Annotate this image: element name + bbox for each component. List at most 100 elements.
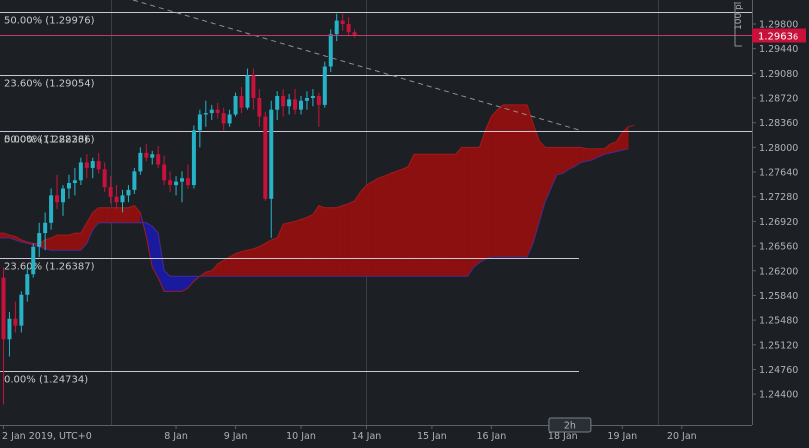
candle[interactable] bbox=[25, 267, 30, 302]
cloud-segment bbox=[122, 207, 129, 224]
price-tick-label: 1.28720 bbox=[759, 94, 798, 105]
candle[interactable] bbox=[191, 125, 196, 189]
cloud-segment bbox=[485, 116, 492, 260]
candle[interactable] bbox=[108, 176, 113, 204]
trend-line[interactable] bbox=[132, 0, 580, 131]
cloud-segment bbox=[68, 232, 76, 251]
candle[interactable] bbox=[55, 174, 60, 210]
candle[interactable] bbox=[269, 100, 274, 238]
candle[interactable] bbox=[340, 13, 345, 31]
candle[interactable] bbox=[245, 68, 250, 110]
candle[interactable] bbox=[90, 157, 95, 179]
candle[interactable] bbox=[203, 100, 208, 127]
cloud-segment bbox=[372, 177, 379, 277]
candle[interactable] bbox=[72, 167, 77, 196]
candle[interactable] bbox=[162, 155, 167, 186]
candle-body bbox=[269, 109, 274, 199]
candle[interactable] bbox=[352, 29, 357, 38]
candle[interactable] bbox=[185, 164, 190, 189]
candle[interactable] bbox=[43, 212, 48, 251]
candle[interactable] bbox=[174, 176, 179, 196]
candle[interactable] bbox=[13, 301, 18, 333]
candle[interactable] bbox=[257, 89, 262, 127]
candle[interactable] bbox=[334, 13, 339, 42]
candle-body bbox=[120, 195, 125, 203]
candle-body bbox=[150, 154, 155, 158]
candle[interactable] bbox=[138, 147, 143, 175]
candle[interactable] bbox=[1, 267, 6, 405]
price-tick-label: 1.27640 bbox=[759, 168, 798, 179]
price-tick-label: 1.25120 bbox=[759, 340, 798, 351]
price-tick-label: 1.29800 bbox=[759, 19, 798, 30]
price-axis-background bbox=[752, 0, 809, 448]
candle[interactable] bbox=[316, 92, 321, 127]
candle[interactable] bbox=[215, 102, 220, 119]
cloud-segment bbox=[241, 249, 248, 277]
time-tick-label: 18 Jan bbox=[548, 431, 578, 442]
candle[interactable] bbox=[310, 89, 315, 107]
candle[interactable] bbox=[168, 171, 173, 192]
candle[interactable] bbox=[209, 104, 214, 120]
candle-body bbox=[49, 195, 54, 223]
candle-body bbox=[233, 95, 238, 115]
candle[interactable] bbox=[322, 61, 327, 108]
cloud-segment bbox=[360, 184, 367, 277]
candle[interactable] bbox=[96, 152, 101, 174]
candle[interactable] bbox=[114, 185, 119, 210]
candle[interactable] bbox=[197, 109, 202, 148]
cloud-segment bbox=[324, 207, 332, 277]
candle[interactable] bbox=[61, 185, 65, 216]
candle[interactable] bbox=[150, 150, 155, 165]
candle-body bbox=[55, 195, 60, 203]
candle-body bbox=[126, 189, 131, 196]
candle[interactable] bbox=[49, 188, 54, 230]
candle[interactable] bbox=[227, 109, 232, 127]
candle-body bbox=[239, 95, 244, 108]
candle[interactable] bbox=[304, 91, 309, 110]
candle[interactable] bbox=[239, 87, 244, 114]
candle[interactable] bbox=[299, 95, 303, 115]
candle[interactable] bbox=[132, 167, 137, 194]
candle[interactable] bbox=[66, 174, 71, 199]
candle[interactable] bbox=[328, 29, 333, 72]
candle-body bbox=[90, 161, 95, 168]
cloud-segment bbox=[419, 153, 427, 277]
candle[interactable] bbox=[78, 157, 83, 186]
candle[interactable] bbox=[263, 111, 268, 201]
candle[interactable] bbox=[102, 162, 107, 192]
candle[interactable] bbox=[7, 311, 12, 357]
candle-body bbox=[245, 75, 250, 108]
cloud-segment bbox=[306, 214, 314, 277]
candle[interactable] bbox=[221, 107, 226, 131]
candle[interactable] bbox=[275, 91, 280, 120]
candle[interactable] bbox=[144, 143, 149, 162]
candle[interactable] bbox=[281, 89, 286, 117]
candle-body bbox=[287, 99, 292, 107]
candle[interactable] bbox=[346, 17, 351, 37]
candle[interactable] bbox=[180, 171, 184, 203]
price-tick-label: 1.25840 bbox=[759, 291, 798, 302]
current-price-suffix: 6 bbox=[793, 33, 798, 42]
candle[interactable] bbox=[251, 68, 256, 110]
current-price-badge bbox=[752, 28, 806, 43]
scale-marker: 100 pi bbox=[734, 2, 744, 47]
candle[interactable] bbox=[293, 89, 298, 115]
candle-body bbox=[299, 100, 303, 110]
time-tick-label: 15 Jan bbox=[417, 431, 447, 442]
candle[interactable] bbox=[84, 154, 89, 179]
candle[interactable] bbox=[233, 92, 238, 117]
time-axis: 2 Jan 2019, UTC+0 8 Jan 9 Jan 10 Jan 14 Jan 1… bbox=[0, 417, 809, 448]
candle[interactable] bbox=[31, 243, 36, 278]
timeframe-badge[interactable]: 2h bbox=[548, 417, 592, 433]
candle[interactable] bbox=[120, 189, 125, 213]
candle[interactable] bbox=[156, 146, 161, 168]
candle[interactable] bbox=[287, 93, 292, 115]
candle-body bbox=[37, 233, 42, 247]
candle[interactable] bbox=[19, 291, 24, 333]
candle-body bbox=[108, 187, 113, 197]
cloud-segment bbox=[449, 153, 457, 277]
cloud-segment bbox=[0, 232, 4, 239]
candle[interactable] bbox=[37, 222, 42, 258]
candle[interactable] bbox=[126, 185, 131, 203]
